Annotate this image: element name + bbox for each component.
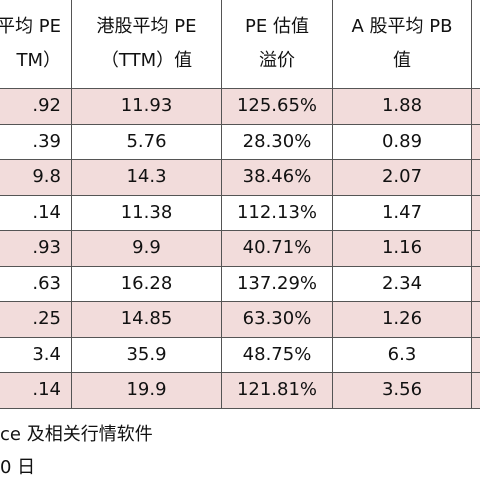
header-cell: 平均 PE TM） [0, 0, 72, 89]
table-cell [472, 89, 480, 125]
table-cell: 2.07 [333, 160, 472, 196]
cell-text: .92 [32, 95, 61, 117]
header-cell [472, 0, 480, 89]
cell-text: 137.29% [236, 272, 318, 294]
table-cell: 1.26 [333, 302, 472, 338]
cell-text: .14 [32, 201, 61, 223]
cell-text: .63 [32, 272, 61, 294]
cell-text: 9.8 [32, 166, 61, 188]
header-text: 平均 PE [0, 16, 61, 37]
cell-text: 9.9 [132, 237, 161, 259]
cell-text: .25 [32, 308, 61, 330]
table-cell: 3.56 [333, 373, 472, 409]
cell-text: 11.93 [120, 95, 173, 117]
table-cell [472, 124, 480, 160]
table-cell: 35.9 [72, 337, 222, 373]
header-text: 溢价 [259, 50, 295, 71]
header-cell: 港股平均 PE （TTM）值 [72, 0, 222, 89]
cell-text: 1.26 [381, 308, 423, 330]
header-cell: PE 估值溢价 [222, 0, 333, 89]
table-cell: 125.65% [222, 89, 333, 125]
cell-text: .14 [32, 379, 61, 401]
cell-text: 1.88 [381, 95, 423, 117]
table-cell [472, 337, 480, 373]
cell-text: 19.9 [126, 379, 167, 401]
table-cell: 121.81% [222, 373, 333, 409]
table-cell: 1.16 [333, 231, 472, 267]
table-cell: .93 [0, 231, 72, 267]
footer-text: 0 日 [0, 457, 36, 478]
table-cell: 2.34 [333, 266, 472, 302]
cell-text: .39 [32, 130, 61, 152]
table-cell: .63 [0, 266, 72, 302]
table-cell: .25 [0, 302, 72, 338]
cell-text: 11.38 [120, 201, 173, 223]
cell-text: 40.71% [242, 237, 312, 259]
header-text: （TTM）值 [100, 50, 193, 71]
cell-text: 2.07 [381, 166, 423, 188]
cell-text: 6.3 [387, 343, 417, 365]
table-cell: 9.8 [0, 160, 72, 196]
table-cell: 6.3 [333, 337, 472, 373]
cell-text: 35.9 [126, 343, 167, 365]
table-cell: 14.3 [72, 160, 222, 196]
table-cell: 38.46% [222, 160, 333, 196]
cell-text: 3.4 [32, 343, 61, 365]
table-cell: 1.47 [333, 195, 472, 231]
table-cell: 40.71% [222, 231, 333, 267]
cell-text: 14.85 [120, 308, 173, 330]
table-cell: 5.76 [72, 124, 222, 160]
table-cell: 16.28 [72, 266, 222, 302]
cell-text: 38.46% [242, 166, 312, 188]
table-cell: 137.29% [222, 266, 333, 302]
table-cell: 1.88 [333, 89, 472, 125]
table-cell: 14.85 [72, 302, 222, 338]
cell-text: 0.89 [381, 130, 423, 152]
table-cell: .14 [0, 195, 72, 231]
cell-text: 3.56 [381, 379, 423, 401]
header-text: 港股平均 PE [96, 16, 197, 37]
table-cell [472, 160, 480, 196]
table-cell: 112.13% [222, 195, 333, 231]
table-cell: 3.4 [0, 337, 72, 373]
cell-text: 125.65% [236, 95, 318, 117]
cell-text: 1.16 [381, 237, 423, 259]
table-cell: 19.9 [72, 373, 222, 409]
table-cell: .92 [0, 89, 72, 125]
cell-text: 1.47 [381, 201, 423, 223]
table-cell [472, 231, 480, 267]
table-cell: 48.75% [222, 337, 333, 373]
table-cell: 9.9 [72, 231, 222, 267]
cell-text: 63.30% [242, 308, 312, 330]
table-cell [472, 266, 480, 302]
table-cell: 0.89 [333, 124, 472, 160]
cell-text: 14.3 [126, 166, 167, 188]
cell-text: 121.81% [236, 379, 318, 401]
table-cell [472, 302, 480, 338]
header-text: PE 估值 [245, 16, 309, 37]
cell-text: 28.30% [242, 130, 312, 152]
table-cell [472, 195, 480, 231]
header-text: 值 [393, 50, 411, 71]
cell-text: 16.28 [120, 272, 173, 294]
table-cell [472, 373, 480, 409]
table-cell: 28.30% [222, 124, 333, 160]
cell-text: 112.13% [236, 201, 318, 223]
footer-text: ce 及相关行情软件 [0, 424, 153, 445]
table-cell: 11.93 [72, 89, 222, 125]
table-cell: .39 [0, 124, 72, 160]
header-text: TM） [16, 50, 61, 71]
header-cell: A 股平均 PB 值 [333, 0, 472, 89]
cell-text: 2.34 [381, 272, 423, 294]
table-cell: 63.30% [222, 302, 333, 338]
header-text: A 股平均 PB [351, 16, 453, 37]
cell-text: 5.76 [126, 130, 167, 152]
table-cell: .14 [0, 373, 72, 409]
table-cell: 11.38 [72, 195, 222, 231]
cell-text: .93 [32, 237, 61, 259]
cell-text: 48.75% [242, 343, 312, 365]
